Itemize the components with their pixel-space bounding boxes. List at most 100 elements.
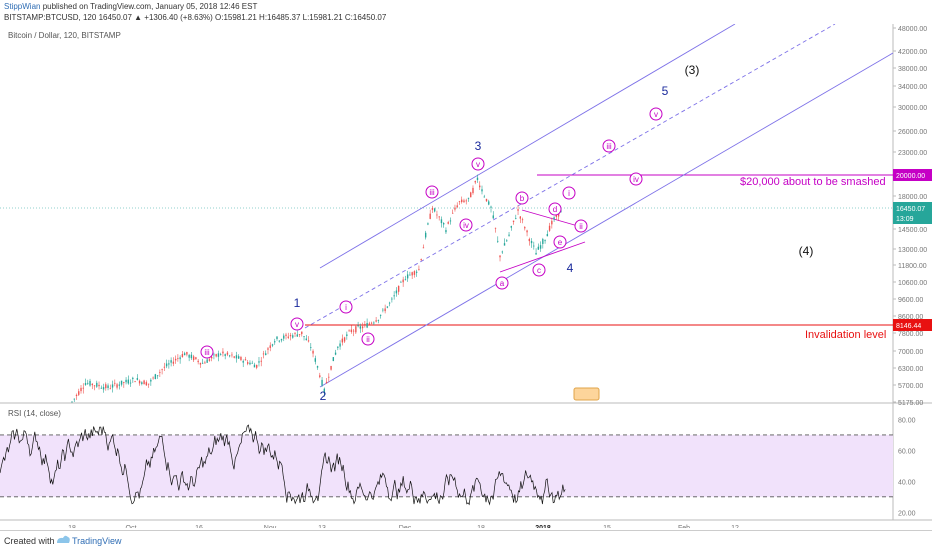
candle-body (152, 377, 154, 379)
x-tick-label: 18 (477, 525, 485, 528)
candle-body (285, 334, 287, 336)
candle-body (235, 355, 238, 359)
invalidation-badge-text: 8146.44 (896, 323, 921, 330)
author-link[interactable]: StippWian (4, 2, 41, 11)
candle-body (463, 200, 465, 203)
subwave-circle (649, 107, 663, 121)
subwave-text: v (654, 110, 658, 119)
candle-body (168, 363, 170, 365)
candle-body (433, 208, 436, 212)
y-tick-label: 7000.00 (898, 349, 923, 356)
candle-body (183, 353, 186, 356)
candle-body (515, 218, 517, 219)
candle-body (242, 360, 244, 363)
candle-body (364, 324, 366, 325)
y-tick-label: 26000.00 (898, 129, 927, 136)
subwave-text: a (500, 279, 505, 288)
candle-body (393, 295, 395, 297)
candle-body (339, 343, 341, 347)
x-tick-label: Nov (264, 525, 277, 528)
candle-body (323, 388, 326, 394)
tradingview-brand[interactable]: TradingView (72, 536, 122, 546)
candle-body (274, 341, 276, 343)
candle-body (165, 363, 168, 367)
subwave-label-iv: iv (459, 218, 473, 232)
symbol-line: BITSTAMP:BTCUSD, 120 16450.07 ▲ +1306.40… (4, 12, 386, 23)
candle-body (395, 290, 398, 294)
candle-body (470, 192, 472, 198)
subwave-text: i (568, 189, 570, 198)
rsi-tick-label: 60.00 (898, 448, 916, 455)
ohlc-values: 16450.07 ▲ +1306.40 (+8.63%) O:15981.21 … (98, 13, 387, 22)
candle-body (136, 378, 139, 380)
subwave-circle (459, 218, 473, 232)
subwave-circle (495, 276, 509, 290)
subwave-circle (562, 186, 576, 200)
candle-body (195, 357, 197, 360)
channel-mid-line (304, 23, 836, 329)
wave-label-1: 1 (294, 296, 301, 310)
candle-body (479, 185, 481, 188)
subwave-circle (425, 185, 439, 199)
candle-body (204, 362, 206, 364)
candle-body (89, 380, 91, 386)
price-chart[interactable]: Bitcoin / Dollar, 120, BITSTAMP 48000.00 4… (0, 23, 932, 532)
candle-body (100, 387, 102, 389)
candle-body (472, 187, 474, 194)
candle-body (75, 394, 78, 397)
candle-body (267, 348, 269, 350)
subwave-label-iii: iii (602, 139, 616, 153)
candle-body (71, 401, 73, 403)
subwave-text: iv (463, 221, 469, 230)
candle-body (125, 379, 127, 383)
y-tick-label: 38000.00 (898, 66, 927, 73)
candle-body (271, 344, 274, 346)
subwave-circle (200, 345, 214, 359)
candle-body (105, 384, 107, 389)
last-price-badge-text: 16450.07 (896, 206, 925, 213)
candle-body (465, 200, 467, 202)
wave-label-4: 4 (567, 261, 574, 275)
subwave-text: ii (366, 335, 370, 344)
x-tick-label: Feb (678, 525, 690, 528)
candle-body (215, 354, 217, 357)
candle-body (461, 199, 463, 203)
candle-body (537, 246, 540, 250)
candle-body (488, 201, 490, 205)
chart-frame[interactable]: Bitcoin / Dollar, 120, BITSTAMP 48000.00 4… (0, 23, 932, 532)
footer: Created with TradingView (0, 530, 932, 551)
candle-body (492, 215, 494, 219)
candle-body (377, 319, 380, 321)
subwave-label-b: b (515, 191, 529, 205)
candle-body (427, 223, 429, 225)
x-tick-label: 13 (318, 525, 326, 528)
candle-body (501, 251, 503, 253)
candle-body (283, 335, 285, 339)
candle-body (517, 209, 519, 211)
subwave-circle (290, 317, 304, 331)
candle-body (210, 356, 213, 359)
candle-body (548, 225, 551, 231)
triangle-bottom-line (499, 241, 586, 273)
candle-body (172, 361, 175, 364)
event-badge (573, 387, 600, 401)
candle-body (341, 338, 344, 343)
candle-body (109, 388, 111, 390)
subwave-circle (515, 191, 529, 205)
candle-body (307, 340, 310, 342)
candle-body (159, 372, 161, 373)
subwave-text: c (537, 266, 541, 275)
candle-body (328, 376, 330, 378)
candle-body (332, 357, 335, 362)
candle-body (222, 351, 224, 354)
candle-body (289, 335, 292, 337)
y-tick-label: 13000.00 (898, 247, 927, 254)
symbol-label: BITSTAMP:BTCUSD, 120 (4, 13, 97, 22)
candle-body (490, 206, 492, 208)
candle-body (186, 351, 188, 355)
candle-body (78, 391, 80, 395)
candle-body (278, 340, 280, 342)
candle-body (420, 259, 422, 261)
candle-body (292, 335, 294, 338)
candle-body (375, 320, 377, 322)
